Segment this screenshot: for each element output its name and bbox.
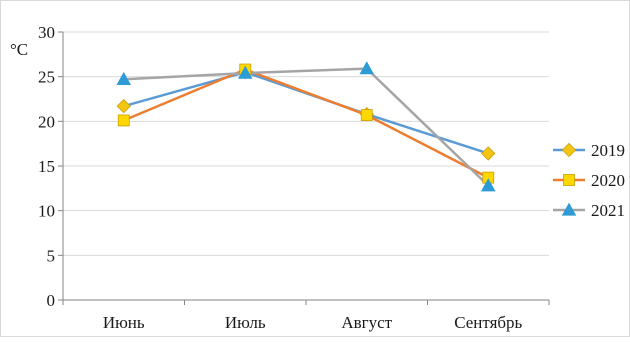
y-tick-label: 15 <box>38 157 55 176</box>
legend-marker-2020 <box>563 174 575 186</box>
data-point-2019 <box>116 98 131 114</box>
data-point-2021 <box>480 178 496 192</box>
data-point-2021 <box>237 65 253 79</box>
data-point-2021 <box>116 71 132 86</box>
series-line-2020 <box>123 68 489 179</box>
y-tick-label: 20 <box>38 112 55 131</box>
data-point-2019 <box>481 146 496 161</box>
data-point-2020 <box>360 109 373 121</box>
x-tick-label: Сентябрь <box>454 313 522 332</box>
data-point-2020 <box>117 114 130 127</box>
gridlines <box>63 31 549 256</box>
y-tick-label: 10 <box>38 202 55 221</box>
legend: 2019 2020 2021 <box>553 141 625 220</box>
legend-label-2019: 2019 <box>591 141 625 160</box>
series <box>116 61 496 192</box>
x-tick-label: Август <box>341 313 392 332</box>
x-tick-label: Июль <box>225 313 266 332</box>
y-tick-label: 30 <box>38 23 55 42</box>
axes: 0 5 10 15 20 25 30 Июнь Июль Август Сентябрь <box>38 23 550 332</box>
legend-label-2020: 2020 <box>591 171 625 190</box>
y-axis-unit-label: °C <box>10 40 28 59</box>
legend-marker-2021 <box>561 202 577 216</box>
legend-label-2021: 2021 <box>591 201 625 220</box>
y-tick-label: 5 <box>47 246 56 265</box>
y-tick-label: 0 <box>47 291 56 310</box>
y-tick-label: 25 <box>38 68 55 87</box>
x-tick-label: Июнь <box>103 313 145 332</box>
series-line-2021 <box>123 67 490 187</box>
data-point-2021 <box>359 61 375 75</box>
legend-marker-2019 <box>561 142 577 158</box>
